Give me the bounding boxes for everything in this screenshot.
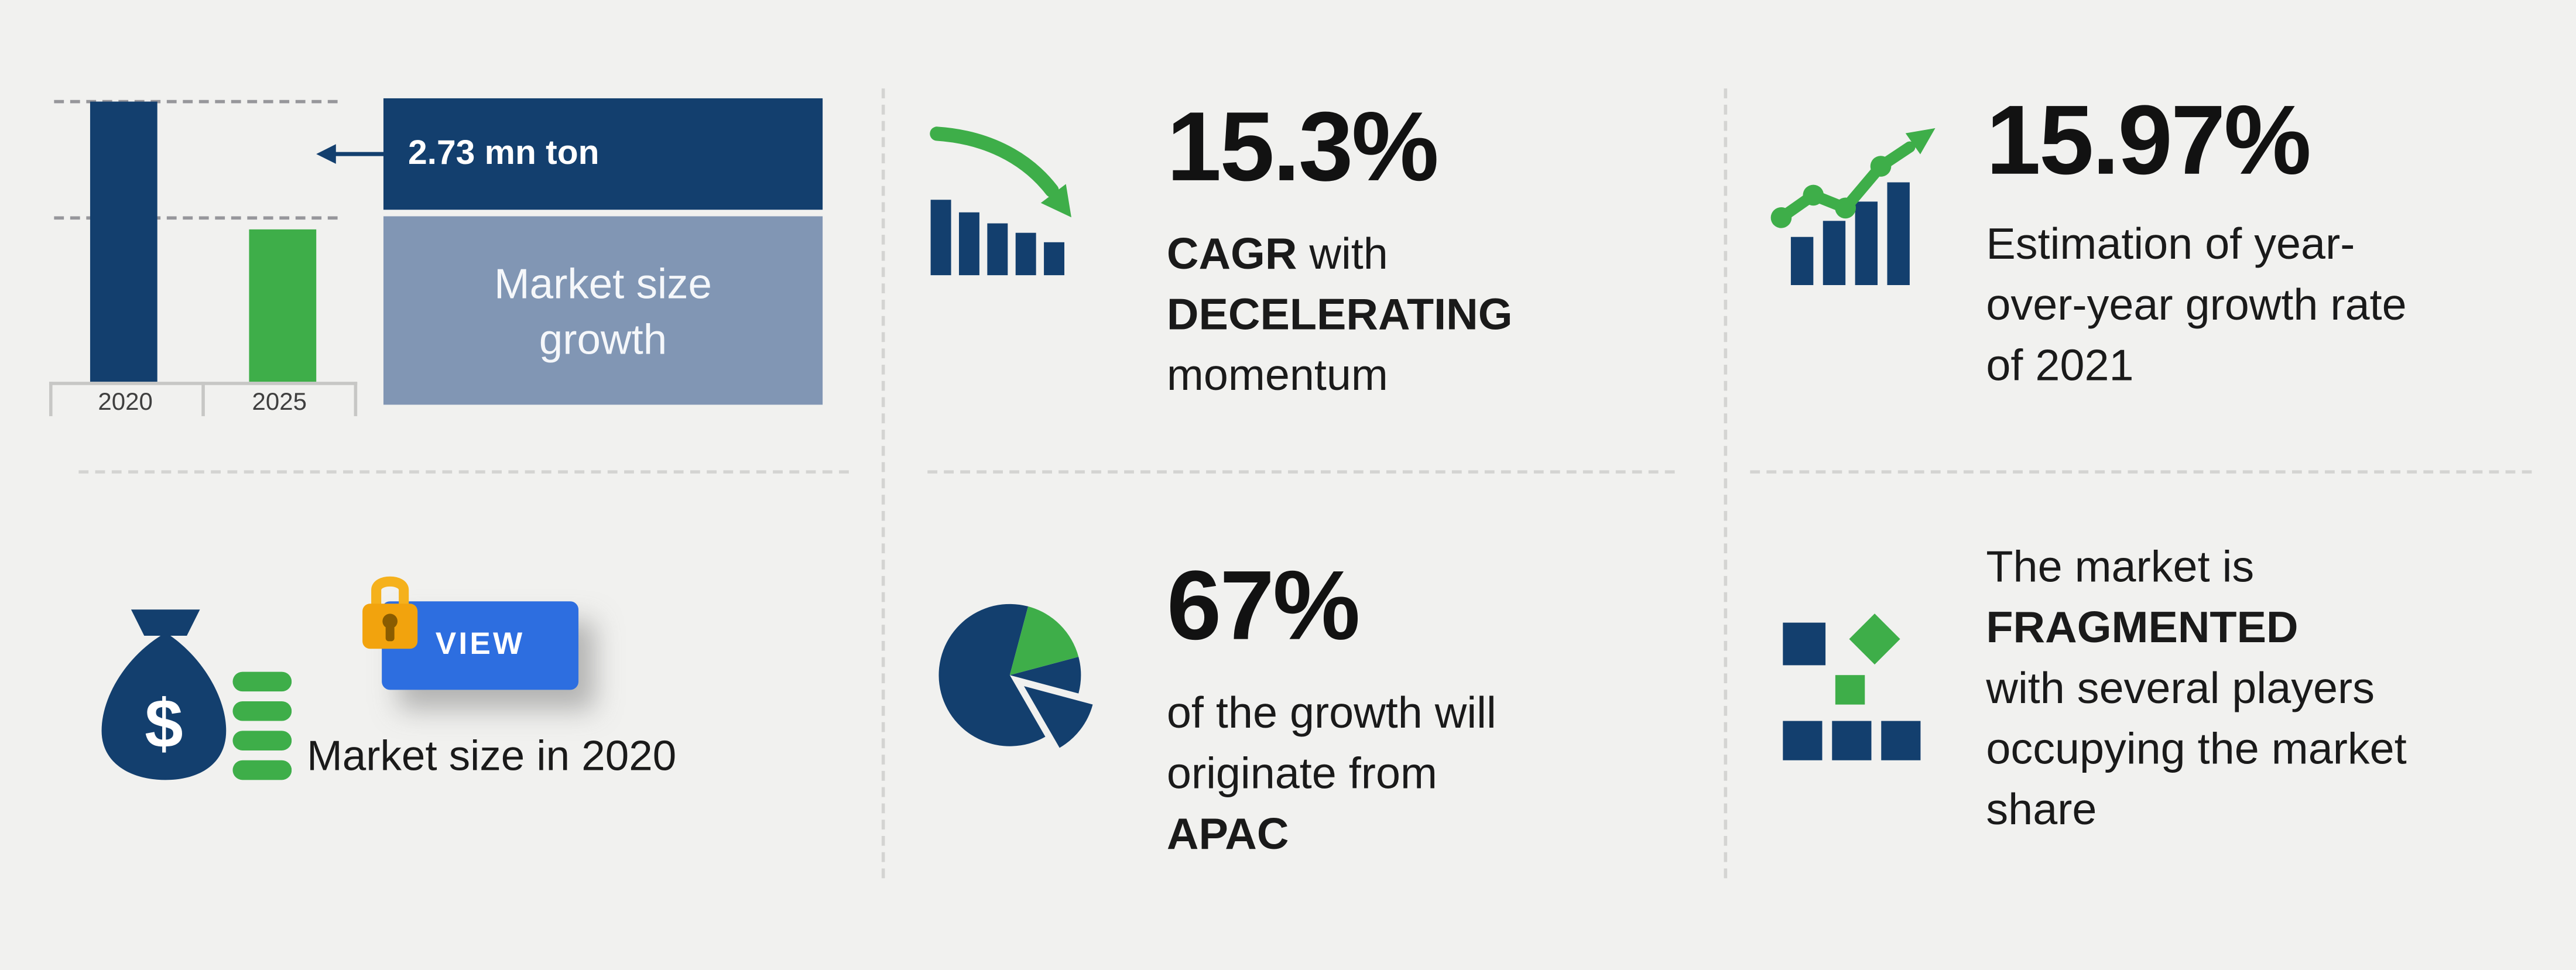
- apac-share-value: 67%: [1166, 550, 1361, 660]
- cagr-line-3: momentum: [1166, 350, 1388, 400]
- frag-line-4: share: [1986, 784, 2097, 834]
- declining-bars: [930, 200, 1065, 276]
- x-axis-label-2025: 2025: [252, 388, 307, 416]
- axis-tick: [354, 382, 358, 416]
- rising-line-chart-icon: [1770, 128, 1936, 286]
- bar-2020: [90, 101, 157, 382]
- market-size-callout-value: 2.73 mn ton: [383, 98, 823, 210]
- bar-2025: [249, 229, 317, 382]
- reference-dash-2020: [54, 100, 338, 104]
- horizontal-separator-left: [78, 470, 849, 474]
- yoy-description: Estimation of year- over-year growth rat…: [1986, 215, 2406, 397]
- cagr-word: CAGR: [1166, 229, 1297, 279]
- market-size-callout-label: Market size growth: [383, 216, 823, 405]
- horizontal-separator-middle: [927, 470, 1675, 474]
- x-axis-label-2020: 2020: [98, 388, 153, 416]
- rising-bars: [1790, 182, 1910, 286]
- apac-line-1: of the growth will: [1166, 688, 1496, 738]
- lock-icon: [362, 576, 418, 649]
- frag-line-1: The market is: [1986, 542, 2255, 592]
- vertical-separator-1: [881, 88, 885, 879]
- diamond-shape: [1849, 613, 1900, 665]
- market-size-caption: Market size in 2020: [307, 731, 677, 780]
- fragmented-squares-icon: [1783, 613, 1921, 760]
- reference-dash-2025: [54, 216, 338, 220]
- declining-bars-arrow-icon: [930, 126, 1071, 276]
- money-bag-icon: $: [101, 609, 292, 780]
- pie-chart-icon: [938, 604, 1093, 748]
- apac-line-2: originate from: [1166, 749, 1437, 798]
- cagr-line-1: CAGR with: [1167, 224, 1513, 285]
- frag-line-2: with several players: [1986, 663, 2375, 713]
- with-word: with: [1297, 229, 1388, 279]
- cagr-description: CAGR with DECELERATING momentum: [1167, 224, 1513, 406]
- yoy-line-3: of 2021: [1986, 341, 2134, 390]
- vertical-separator-2: [1724, 88, 1728, 879]
- apac-description: of the growth will originate from APAC: [1167, 683, 1496, 865]
- frag-keyword: FRAGMENTED: [1986, 603, 2298, 653]
- yoy-line-2: over-year growth rate: [1986, 280, 2407, 330]
- dollar-glyph: $: [145, 685, 183, 762]
- apac-region: APAC: [1166, 809, 1289, 859]
- money-lines: [232, 671, 292, 780]
- exploded-slice: [1024, 686, 1093, 748]
- horizontal-separator-right: [1750, 470, 2532, 474]
- cagr-line-2: DECELERATING: [1166, 290, 1513, 340]
- fragmentation-description: The market is FRAGMENTED with several pl…: [1986, 537, 2406, 841]
- yoy-value: 15.97%: [1986, 85, 2311, 196]
- cagr-value: 15.3%: [1166, 91, 1439, 202]
- frag-line-3: occupying the market: [1986, 724, 2407, 774]
- axis-tick: [49, 382, 53, 416]
- yoy-line-1: Estimation of year-: [1986, 220, 2355, 269]
- left-arrow-icon: [316, 144, 385, 164]
- axis-tick: [201, 382, 205, 416]
